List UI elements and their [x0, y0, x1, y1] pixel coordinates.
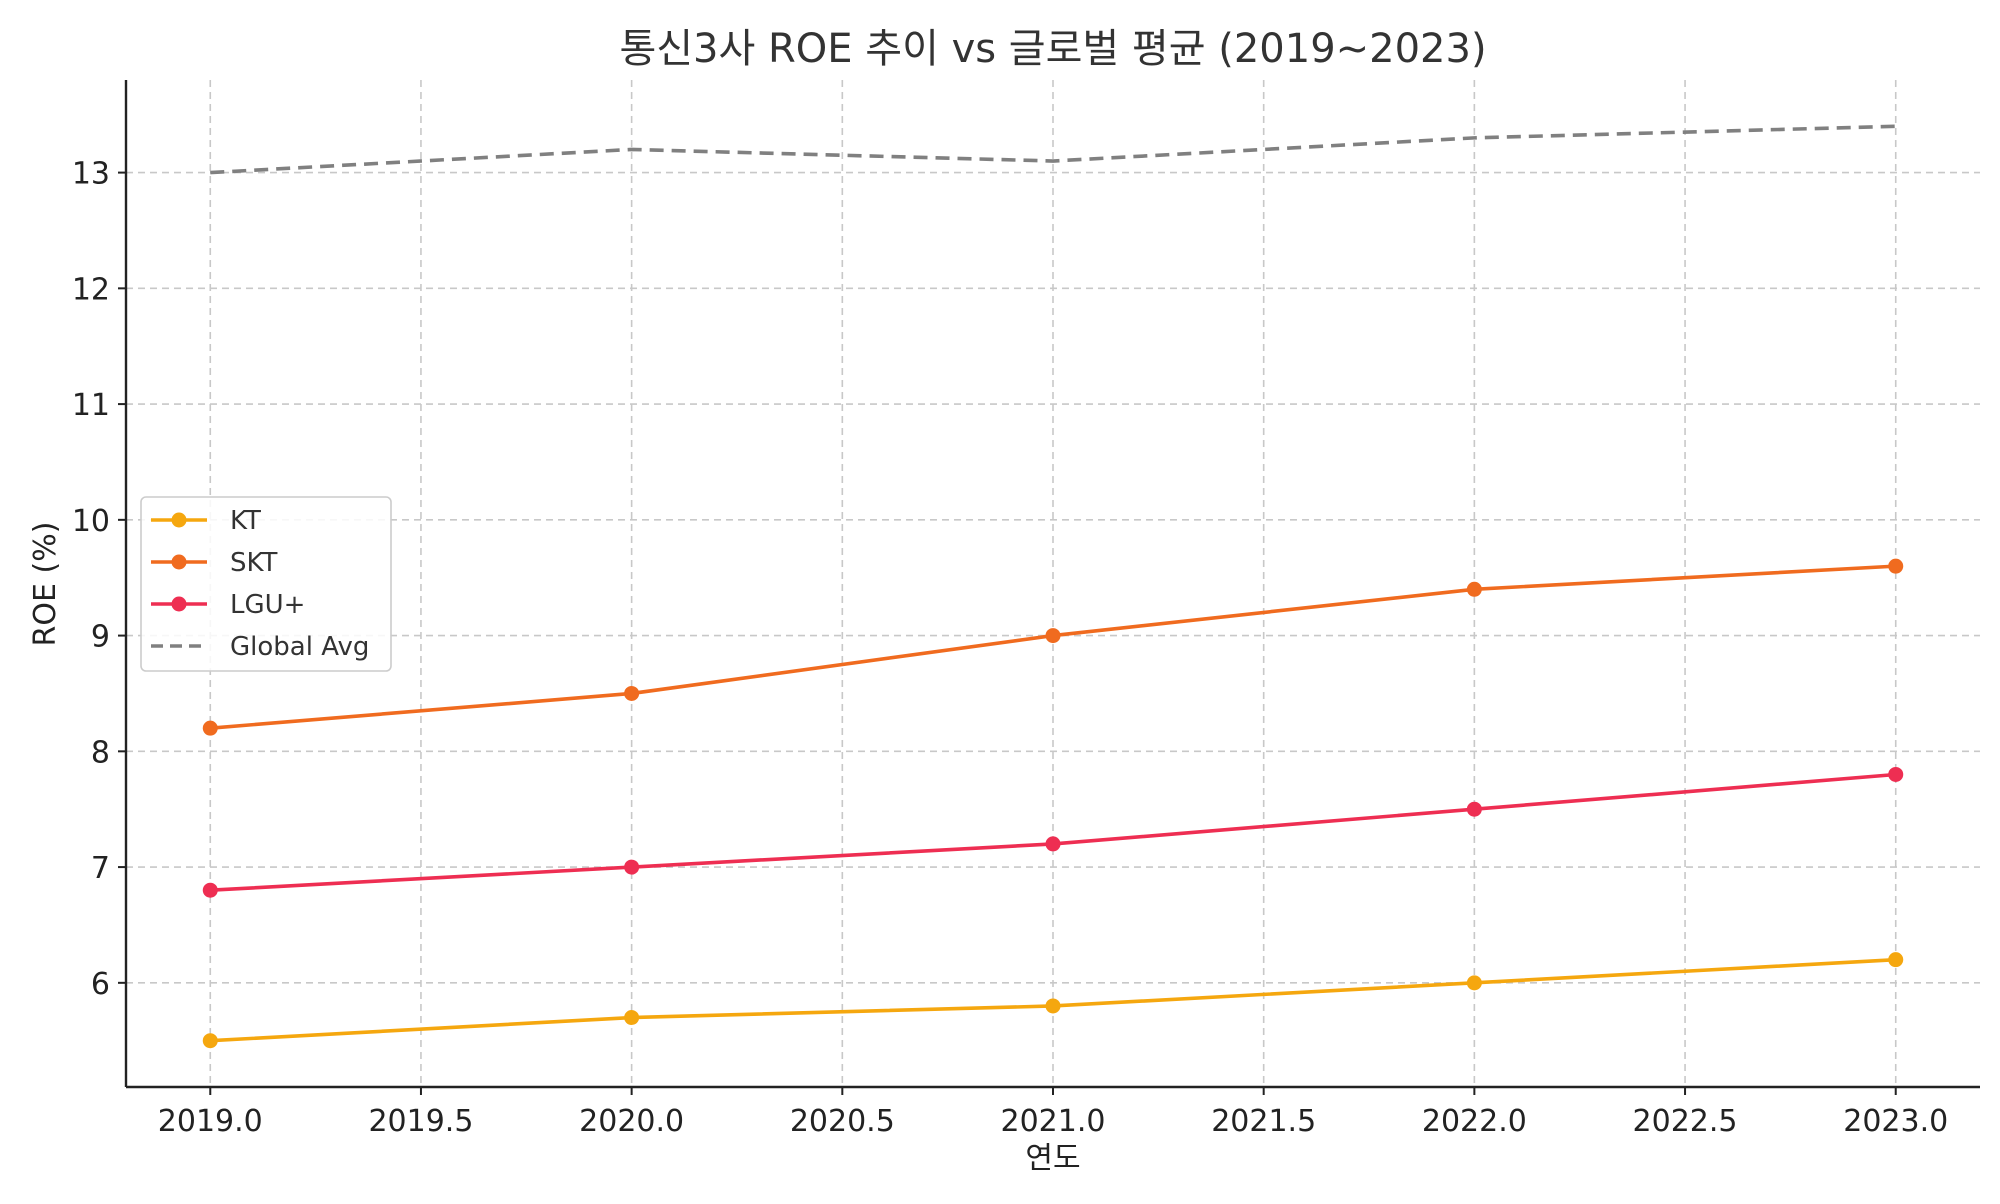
- y-tick-label: 8: [91, 735, 110, 770]
- x-tick-label: 2021.0: [1001, 1104, 1106, 1139]
- x-tick-label: 2022.5: [1633, 1104, 1738, 1139]
- data-point-skt: [1466, 581, 1482, 597]
- legend-label-global-avg: Global Avg: [230, 632, 369, 662]
- data-point-lgu: [1888, 766, 1904, 782]
- legend-marker-lgu: [171, 596, 187, 612]
- grid: [126, 80, 1980, 1087]
- data-point-skt: [1888, 558, 1904, 574]
- legend-frame: [140, 496, 392, 672]
- data-point-skt: [624, 685, 640, 701]
- data-point-lgu: [624, 859, 640, 875]
- series-layer: [202, 124, 1904, 1049]
- legend-label-skt: SKT: [230, 548, 278, 578]
- x-tick-label: 2019.0: [158, 1104, 263, 1139]
- data-point-lgu: [202, 882, 218, 898]
- y-tick-label: 9: [91, 620, 110, 655]
- x-tick-label: 2023.0: [1843, 1104, 1948, 1139]
- data-point-kt: [202, 1033, 218, 1049]
- series-line-global-avg: [210, 124, 1896, 175]
- legend: KT SKT LGU+ Global Avg: [140, 496, 392, 672]
- data-point-kt: [1888, 952, 1904, 968]
- y-axis-label: ROE (%): [28, 522, 63, 647]
- y-tick-label: 13: [72, 157, 110, 192]
- data-point-lgu: [1045, 836, 1061, 852]
- x-tick-label: 2021.5: [1211, 1104, 1316, 1139]
- legend-label-lgu: LGU+: [230, 590, 305, 620]
- data-point-lgu: [1466, 801, 1482, 817]
- x-tick-label: 2020.0: [579, 1104, 684, 1139]
- y-tick-label: 11: [72, 388, 110, 423]
- x-tick-label: 2019.5: [368, 1104, 473, 1139]
- legend-label-kt: KT: [230, 506, 261, 536]
- x-tick-label: 2022.0: [1422, 1104, 1527, 1139]
- y-tick-label: 7: [91, 851, 110, 886]
- chart-title: 통신3사 ROE 추이 vs 글로벌 평균 (2019~2023): [619, 26, 1486, 72]
- data-point-kt: [624, 1010, 640, 1026]
- ticks: 2019.0 2019.5 2020.0 2020.5 2021.0 2021.5 2022…: [72, 157, 1948, 1139]
- data-point-kt: [1045, 998, 1061, 1014]
- data-point-skt: [1045, 628, 1061, 644]
- y-tick-label: 6: [91, 967, 110, 1002]
- y-tick-label: 12: [72, 272, 110, 307]
- y-tick-label: 10: [72, 504, 110, 539]
- data-point-kt: [1466, 975, 1482, 991]
- x-tick-label: 2020.5: [790, 1104, 895, 1139]
- legend-marker-kt: [171, 512, 187, 528]
- legend-marker-skt: [171, 554, 187, 570]
- data-point-skt: [202, 720, 218, 736]
- x-axis-label: 연도: [1025, 1141, 1080, 1176]
